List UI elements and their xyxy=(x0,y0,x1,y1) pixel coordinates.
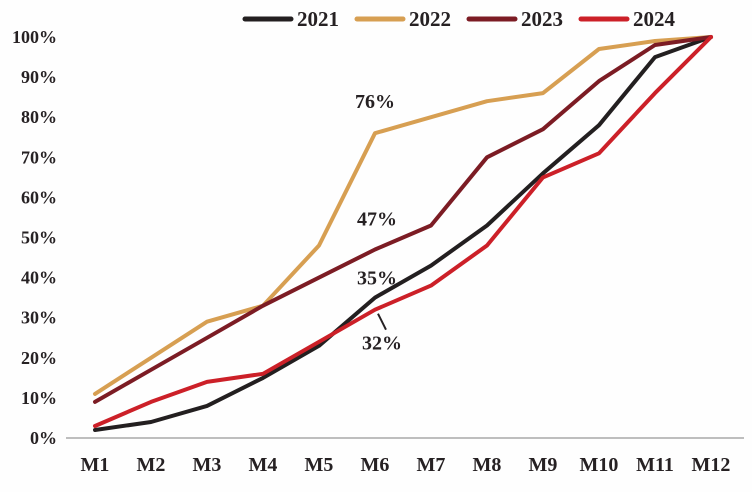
legend-label-2024: 2024 xyxy=(633,7,676,31)
series-line-2023 xyxy=(93,35,713,404)
y-axis-tick-label: 100% xyxy=(12,27,57,47)
y-axis-tick-label: 70% xyxy=(21,147,57,167)
x-axis-tick-label: M8 xyxy=(473,454,502,476)
series-line-2021 xyxy=(93,35,713,432)
x-axis-tick-label: M3 xyxy=(193,454,222,476)
series-line-2024 xyxy=(93,35,713,428)
x-axis-tick-label: M6 xyxy=(361,454,390,476)
x-axis-tick-label: M1 xyxy=(81,454,110,476)
x-axis-tick-label: M2 xyxy=(137,454,166,476)
y-axis-tick-label: 40% xyxy=(21,268,57,288)
y-axis-tick-label: 90% xyxy=(21,67,57,87)
x-axis-tick-label: M9 xyxy=(529,454,558,476)
y-axis-tick-label: 80% xyxy=(21,107,57,127)
x-axis-tick-label: M11 xyxy=(636,454,674,476)
x-axis-tick-label: M4 xyxy=(249,454,278,476)
annotation-label-47pct: 47% xyxy=(357,209,397,231)
annotation-label-76pct: 76% xyxy=(355,91,395,113)
series-line-2022 xyxy=(93,35,713,396)
y-axis-tick-label: 50% xyxy=(21,228,57,248)
y-axis-tick-label: 10% xyxy=(21,388,57,408)
legend-label-2021: 2021 xyxy=(297,7,339,31)
y-axis-tick-label: 30% xyxy=(21,308,57,328)
legend-label-2023: 2023 xyxy=(521,7,563,31)
x-axis-tick-label: M10 xyxy=(580,454,619,476)
annotation-label-32pct: 32% xyxy=(362,333,402,355)
y-axis-tick-label: 20% xyxy=(21,348,57,368)
annotation-leader-line xyxy=(377,313,387,331)
annotation-label-35pct: 35% xyxy=(357,268,397,290)
x-axis-tick-label: M7 xyxy=(417,454,446,476)
y-axis-tick-label: 0% xyxy=(30,428,57,448)
y-axis-tick-label: 60% xyxy=(21,187,57,207)
x-axis-tick-label: M5 xyxy=(305,454,334,476)
legend-label-2022: 2022 xyxy=(409,7,451,31)
x-axis-tick-label: M12 xyxy=(692,454,731,476)
